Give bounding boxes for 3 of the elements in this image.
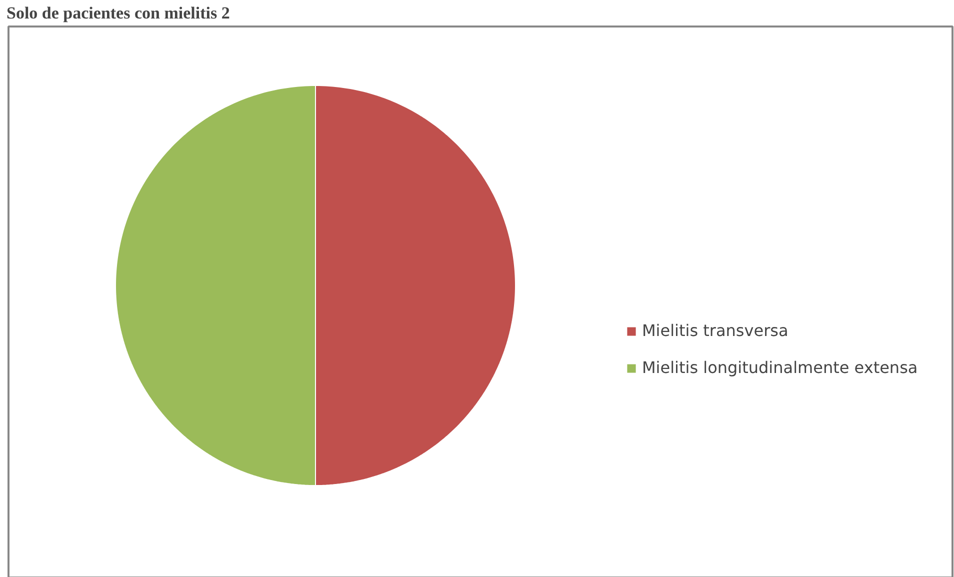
legend-label: Mielitis longitudinalmente extensa	[642, 358, 918, 377]
chart-title: Solo de pacientes con mielitis 2	[6, 4, 230, 22]
legend-label: Mielitis transversa	[642, 321, 788, 340]
